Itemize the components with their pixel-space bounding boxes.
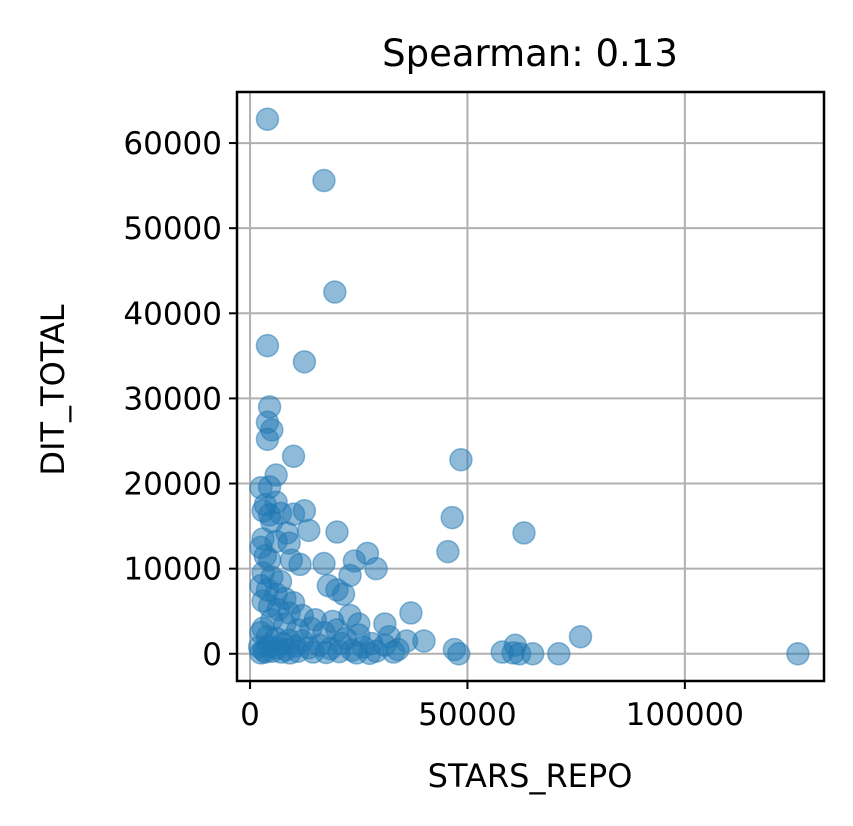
data-point [331,582,356,606]
chart-title: Spearman: 0.13 [382,32,678,75]
data-point [436,539,460,564]
data-point [449,447,473,472]
y-tick-label: 50000 [123,211,222,247]
data-point [296,518,321,543]
data-point [312,168,336,193]
y-tick-label: 10000 [123,552,222,588]
data-point [255,427,280,452]
y-axis-label: DIT_TOTAL [34,304,72,475]
data-point [447,642,471,666]
x-tick-label: 0 [240,697,260,733]
data-point [357,641,382,666]
data-point [547,642,571,666]
data-point [381,640,406,664]
y-tick-label: 30000 [123,381,222,417]
axis-ticks: 0 50000 100000 0 10000 20000 30000 40000 50000 60… [123,126,744,733]
data-point [399,601,423,625]
x-tick-label: 100000 [626,697,744,733]
data-point [325,520,349,544]
data-point [292,350,317,374]
data-point [312,551,336,576]
data-points [247,107,810,666]
data-point [255,333,280,358]
data-point [512,521,536,545]
data-point [520,642,545,666]
data-point [281,444,306,469]
data-point [786,642,810,666]
data-point [292,499,317,523]
data-point [412,629,436,653]
data-point [288,552,312,577]
y-tick-label: 0 [202,637,222,673]
data-point [253,640,278,664]
y-tick-label: 20000 [123,467,222,503]
data-point [568,624,593,649]
axes-frame [235,90,826,683]
x-axis-label: STARS_REPO [428,757,633,795]
data-point [440,505,464,530]
data-point [255,107,280,131]
x-tick-label: 50000 [418,697,517,733]
data-point [364,556,388,581]
y-tick-label: 60000 [123,126,222,162]
y-tick-label: 40000 [123,296,222,332]
data-point [323,280,347,304]
